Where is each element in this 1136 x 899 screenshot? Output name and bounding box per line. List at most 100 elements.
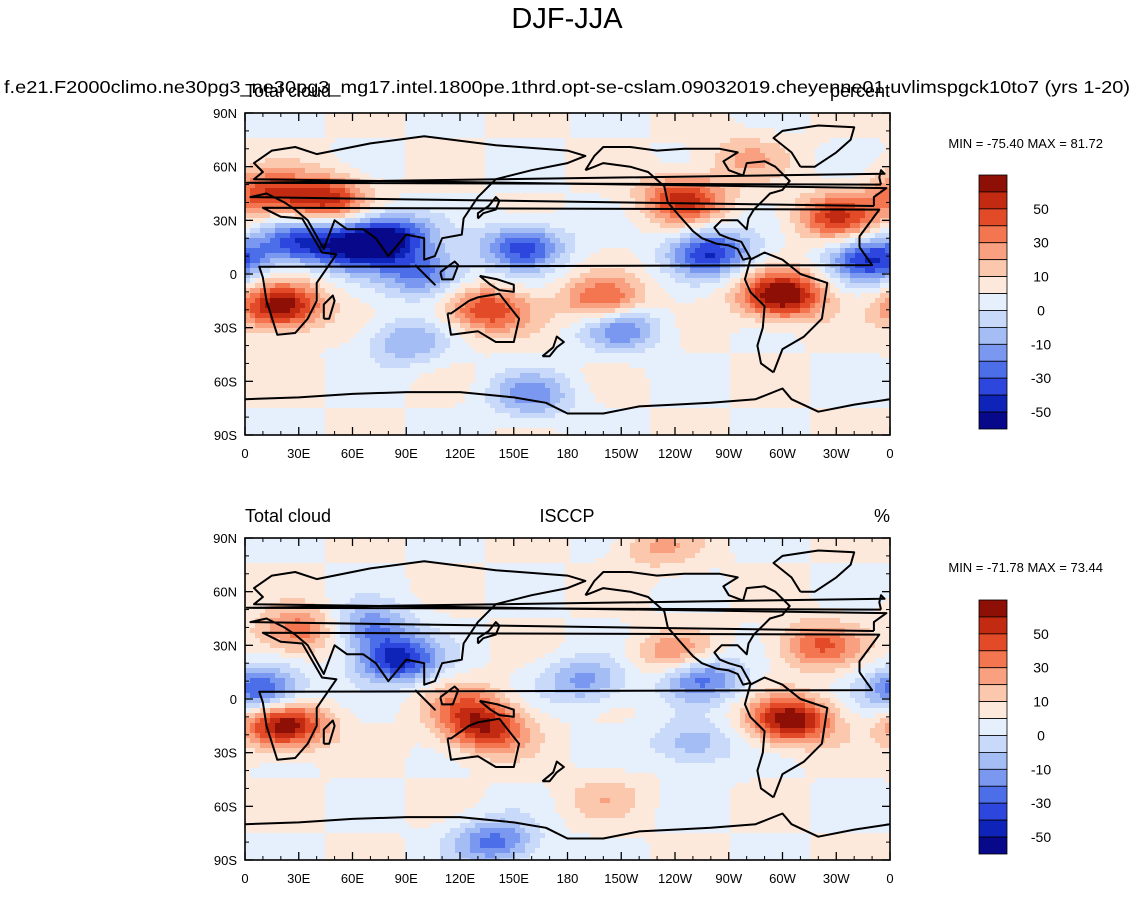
- field-cell: [615, 258, 621, 264]
- field-cell: [500, 123, 506, 129]
- field-cell: [620, 408, 626, 414]
- field-cell: [395, 198, 401, 204]
- field-cell: [305, 208, 311, 214]
- field-cell: [300, 238, 306, 244]
- field-cell: [505, 233, 511, 239]
- field-cell: [390, 153, 396, 159]
- field-cell: [435, 133, 441, 139]
- field-cell: [345, 293, 351, 299]
- field-cell: [430, 238, 436, 244]
- field-cell: [520, 258, 526, 264]
- field-cell: [385, 413, 391, 419]
- field-cell: [270, 373, 276, 379]
- field-cell: [380, 268, 386, 274]
- field-cell: [380, 308, 386, 314]
- field-cell: [425, 228, 431, 234]
- field-cell: [305, 348, 311, 354]
- field-cell: [605, 423, 611, 429]
- field-cell: [500, 328, 506, 334]
- field-cell: [310, 283, 316, 289]
- field-cell: [480, 278, 486, 284]
- field-cell: [355, 413, 361, 419]
- field-cell: [545, 203, 551, 209]
- field-cell: [395, 378, 401, 384]
- field-cell: [455, 363, 461, 369]
- field-cell: [290, 413, 296, 419]
- field-cell: [265, 358, 271, 364]
- field-cell: [530, 368, 536, 374]
- field-cell: [420, 333, 426, 339]
- field-cell: [500, 413, 506, 419]
- field-cell: [405, 143, 411, 149]
- field-cell: [390, 378, 396, 384]
- field-cell: [285, 333, 291, 339]
- field-cell: [575, 123, 581, 129]
- field-cell: [505, 338, 511, 344]
- field-cell: [295, 413, 301, 419]
- field-cell: [535, 243, 541, 249]
- field-cell: [395, 373, 401, 379]
- field-cell: [600, 178, 606, 184]
- field-cell: [315, 133, 321, 139]
- field-cell: [560, 208, 566, 214]
- field-cell: [625, 118, 631, 124]
- field-cell: [575, 193, 581, 199]
- field-cell: [335, 298, 341, 304]
- field-cell: [395, 123, 401, 129]
- field-cell: [360, 308, 366, 314]
- field-cell: [595, 243, 601, 249]
- field-cell: [320, 423, 326, 429]
- field-cell: [425, 363, 431, 369]
- field-cell: [555, 388, 561, 394]
- field-cell: [430, 208, 436, 214]
- field-cell: [325, 348, 331, 354]
- field-cell: [265, 153, 271, 159]
- field-cell: [345, 183, 351, 189]
- field-cell: [290, 278, 296, 284]
- field-cell: [290, 223, 296, 229]
- field-cell: [415, 243, 421, 249]
- field-cell: [510, 253, 516, 259]
- field-cell: [340, 253, 346, 259]
- field-cell: [615, 273, 621, 279]
- field-cell: [585, 118, 591, 124]
- field-cell: [485, 418, 491, 424]
- field-cell: [440, 413, 446, 419]
- field-cell: [395, 213, 401, 219]
- field-cell: [595, 168, 601, 174]
- field-cell: [400, 163, 406, 169]
- field-cell: [275, 273, 281, 279]
- field-cell: [555, 378, 561, 384]
- field-cell: [550, 418, 556, 424]
- field-cell: [445, 393, 451, 399]
- field-cell: [420, 308, 426, 314]
- field-cell: [285, 303, 291, 309]
- field-cell: [360, 253, 366, 259]
- field-cell: [310, 188, 316, 194]
- field-cell: [460, 428, 466, 434]
- field-cell: [485, 353, 491, 359]
- field-cell: [615, 388, 621, 394]
- field-cell: [370, 353, 376, 359]
- field-cell: [470, 418, 476, 424]
- field-cell: [285, 393, 291, 399]
- field-cell: [450, 308, 456, 314]
- field-cell: [595, 198, 601, 204]
- field-cell: [350, 308, 356, 314]
- field-cell: [295, 378, 301, 384]
- field-cell: [320, 278, 326, 284]
- field-cell: [455, 368, 461, 374]
- field-cell: [455, 223, 461, 229]
- field-cell: [275, 203, 281, 209]
- field-cell: [550, 188, 556, 194]
- field-cell: [355, 428, 361, 434]
- field-cell: [460, 343, 466, 349]
- field-cell: [370, 268, 376, 274]
- field-cell: [425, 418, 431, 424]
- field-cell: [560, 138, 566, 144]
- field-cell: [315, 173, 321, 179]
- field-cell: [530, 393, 536, 399]
- field-cell: [590, 173, 596, 179]
- field-cell: [510, 318, 516, 324]
- field-cell: [495, 258, 501, 264]
